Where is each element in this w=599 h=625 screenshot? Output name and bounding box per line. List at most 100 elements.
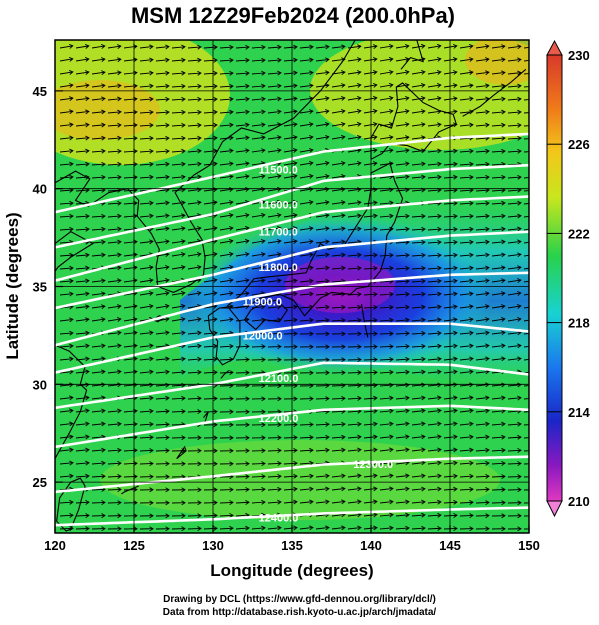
- wind-vector: [235, 487, 250, 492]
- wind-vector: [59, 447, 74, 453]
- wind-vector: [331, 174, 346, 179]
- wind-vector: [107, 174, 122, 180]
- wind-vector: [507, 474, 522, 480]
- wind-vector: [507, 44, 522, 50]
- wind-vector: [59, 408, 74, 414]
- wind-vector: [155, 213, 170, 219]
- wind-vector: [59, 343, 74, 349]
- warm-patch-west: [55, 80, 160, 140]
- wind-vector: [91, 304, 106, 310]
- wind-vector: [299, 434, 314, 440]
- wind-vector: [331, 121, 346, 127]
- wind-vector: [523, 267, 529, 270]
- wind-vector: [139, 369, 154, 375]
- wind-vector: [91, 421, 106, 427]
- wind-vector: [155, 526, 170, 532]
- wind-vector: [475, 421, 490, 427]
- wind-vector: [155, 265, 170, 270]
- coastline-segment: [220, 370, 230, 379]
- wind-vector: [139, 96, 154, 102]
- wind-vector: [443, 486, 458, 492]
- wind-vector: [347, 421, 362, 427]
- wind-vector: [411, 252, 426, 258]
- wind-vector: [123, 252, 138, 258]
- wind-vector: [59, 70, 74, 75]
- wind-vector: [379, 265, 394, 271]
- wind-vector: [187, 264, 202, 270]
- wind-vector: [411, 122, 426, 128]
- wind-vector: [491, 109, 506, 115]
- wind-vector: [219, 200, 234, 205]
- wind-vector: [251, 435, 266, 441]
- wind-vector: [363, 447, 378, 453]
- wind-vector: [459, 252, 474, 258]
- wind-vector: [347, 304, 362, 310]
- wind-vector: [459, 356, 474, 362]
- wind-vector: [171, 109, 186, 115]
- wind-vector: [315, 370, 330, 376]
- contour-label: 11800.0: [259, 262, 298, 274]
- wind-vector: [491, 174, 506, 180]
- wind-vector: [171, 70, 186, 76]
- wind-vector: [475, 122, 490, 128]
- wind-vector: [363, 499, 378, 505]
- contour-label: 12000.0: [243, 330, 283, 342]
- wind-vector: [267, 83, 282, 89]
- wind-vector: [251, 135, 266, 141]
- wind-vector: [379, 56, 394, 62]
- wind-vector: [331, 213, 346, 219]
- wind-vector: [235, 225, 250, 231]
- wind-vector: [347, 395, 362, 401]
- wind-vector: [347, 187, 362, 193]
- wind-vector: [491, 83, 506, 89]
- wind-vector: [411, 421, 426, 427]
- wind-vector: [379, 408, 394, 414]
- wind-vector: [171, 83, 186, 89]
- wind-vector: [203, 448, 218, 454]
- y-axis-ticks: 25 30 35 40 45: [33, 84, 63, 490]
- wind-vector: [475, 513, 490, 519]
- wind-vector: [59, 56, 74, 62]
- wind-vector: [315, 473, 330, 479]
- wind-vector: [443, 369, 458, 375]
- wind-vector: [523, 86, 529, 88]
- wind-vector: [299, 331, 314, 337]
- wind-vector: [187, 44, 202, 50]
- wind-vector: [155, 148, 170, 154]
- wind-vector: [315, 173, 330, 179]
- wind-vector: [347, 434, 362, 440]
- wind-vector: [491, 460, 506, 466]
- wind-vector: [411, 434, 426, 440]
- wind-vector: [395, 356, 410, 362]
- wind-vector: [299, 160, 314, 166]
- wind-vector: [427, 343, 442, 349]
- wind-vector: [155, 161, 170, 167]
- south-warm-strip: [100, 440, 500, 520]
- wind-vector: [139, 174, 154, 180]
- wind-vector: [171, 213, 186, 219]
- wind-vector: [523, 228, 529, 231]
- wind-vector: [91, 239, 106, 245]
- wind-vector: [459, 213, 474, 219]
- wind-vector: [75, 460, 90, 466]
- wind-vector: [363, 148, 378, 153]
- wind-vector: [379, 369, 394, 375]
- wind-vector: [91, 213, 106, 219]
- coastline-segment: [222, 40, 356, 143]
- wind-vector: [411, 213, 426, 219]
- wind-vector: [139, 343, 154, 349]
- wind-vector: [331, 200, 346, 206]
- wind-vector: [347, 357, 362, 363]
- wind-vector: [347, 200, 362, 206]
- wind-vector: [363, 134, 378, 140]
- wind-vector: [491, 44, 506, 50]
- wind-vector: [347, 447, 362, 453]
- wind-vector: [459, 161, 474, 167]
- wind-vector: [331, 265, 346, 271]
- wind-vector: [107, 200, 122, 206]
- wind-vector: [235, 212, 250, 218]
- wind-vector: [283, 44, 298, 50]
- wind-vector: [267, 199, 282, 205]
- wind-vector: [267, 357, 282, 363]
- wind-vector: [203, 83, 218, 89]
